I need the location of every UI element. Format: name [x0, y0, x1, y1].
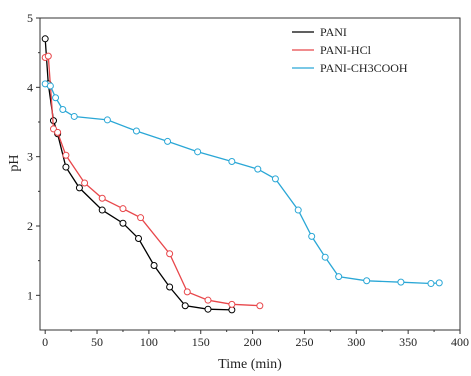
data-point-pani [41, 35, 49, 43]
data-point-pani-hcl [256, 302, 264, 310]
data-point-pani-ch3cooh [52, 94, 60, 102]
series-pani-hcl [41, 52, 264, 310]
data-point-pani-hcl [166, 250, 174, 258]
x-tick-label: 50 [91, 335, 103, 349]
data-point-pani [119, 219, 127, 227]
plot-area [39, 17, 461, 331]
data-point-pani-hcl [183, 288, 191, 296]
y-tick-label: 5 [27, 11, 33, 25]
x-tick-label: 100 [140, 335, 158, 349]
legend-label-pani-ch3cooh: PANI-CH3COOH [320, 61, 408, 75]
data-point-pani-hcl [54, 128, 62, 136]
data-point-pani [62, 163, 70, 171]
x-tick-label: 250 [295, 335, 313, 349]
data-point-pani-ch3cooh [164, 137, 172, 145]
series-pani [41, 35, 236, 314]
data-point-pani-hcl [81, 179, 89, 187]
y-tick-label: 2 [27, 219, 33, 233]
data-point-pani [181, 302, 189, 310]
legend-label-pani: PANI [320, 25, 347, 39]
axis-ticks: 0 50 100 150 200 250 300 350 400 1 2 3 4 5 [27, 11, 469, 349]
data-point-pani-ch3cooh [132, 127, 140, 135]
data-point-pani-ch3cooh [271, 175, 279, 183]
data-point-pani-ch3cooh [363, 277, 371, 285]
data-point-pani [204, 305, 212, 313]
y-tick-label: 1 [27, 288, 33, 302]
x-tick-label: 350 [399, 335, 417, 349]
data-point-pani-hcl [62, 151, 70, 159]
legend: PANI PANI-HCl PANI-CH3COOH [292, 25, 408, 75]
series-line-pani-ch3cooh [44, 83, 440, 285]
data-point-pani-ch3cooh [194, 148, 202, 156]
data-point-pani [98, 206, 106, 214]
data-point-pani-ch3cooh [59, 106, 67, 114]
data-point-pani-ch3cooh [335, 273, 343, 281]
data-point-pani-hcl [44, 52, 52, 60]
data-point-pani-ch3cooh [397, 278, 405, 286]
x-tick-label: 400 [451, 335, 469, 349]
plot-frame [39, 17, 461, 331]
data-point-pani-ch3cooh [46, 82, 54, 90]
data-point-pani-hcl [119, 205, 127, 213]
data-point-pani-ch3cooh [308, 232, 316, 240]
y-tick-label: 3 [27, 150, 33, 164]
series-line-pani [44, 38, 232, 311]
data-point-pani-ch3cooh [294, 206, 302, 214]
x-tick-label: 200 [244, 335, 262, 349]
data-point-pani-hcl [204, 296, 212, 304]
x-tick-label: 150 [192, 335, 210, 349]
legend-label-pani-hcl: PANI-HCl [320, 43, 372, 57]
data-point-pani-hcl [228, 300, 236, 308]
data-point-pani-ch3cooh [254, 165, 262, 173]
data-point-pani-ch3cooh [321, 253, 329, 261]
data-point-pani-hcl [137, 214, 145, 222]
data-point-pani-ch3cooh [103, 116, 111, 124]
x-tick-label: 0 [42, 335, 48, 349]
x-tick-label: 300 [347, 335, 365, 349]
data-point-pani-ch3cooh [435, 279, 443, 287]
data-point-pani-ch3cooh [427, 280, 435, 288]
y-tick-label: 4 [27, 80, 33, 94]
data-point-pani [135, 234, 143, 242]
series-pani-ch3cooh [41, 80, 443, 288]
data-point-pani [75, 184, 83, 192]
data-point-pani [166, 283, 174, 291]
y-axis-title: pH [7, 154, 22, 171]
data-point-pani-ch3cooh [228, 158, 236, 166]
data-point-pani-hcl [98, 194, 106, 202]
data-point-pani-ch3cooh [70, 112, 78, 120]
data-point-pani [150, 262, 158, 270]
x-axis-title: Time (min) [218, 357, 282, 372]
